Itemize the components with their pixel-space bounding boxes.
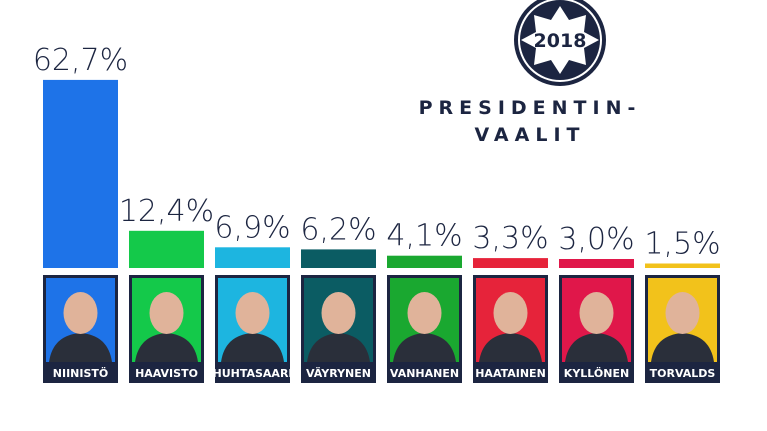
- bar: [645, 263, 720, 268]
- value-label: 12,4%: [119, 194, 214, 229]
- category-label: VÄYRYNEN: [306, 366, 371, 380]
- name-strip: [473, 362, 548, 383]
- category-label: HAAVISTO: [135, 367, 198, 380]
- value-label: 3,0%: [558, 222, 634, 257]
- category-label: KYLLÖNEN: [564, 366, 629, 380]
- logo-ring: [518, 0, 602, 82]
- title-line: VAALIT: [475, 124, 586, 146]
- name-strip: [301, 362, 376, 383]
- bar: [43, 79, 118, 269]
- value-label: 62,7%: [33, 43, 128, 78]
- name-strip: [559, 362, 634, 383]
- portrait-head: [407, 292, 442, 334]
- category-label: NIINISTÖ: [53, 366, 108, 380]
- name-strip: [387, 362, 462, 383]
- value-label: 4,1%: [386, 219, 462, 254]
- portrait-body: [651, 333, 714, 362]
- bar: [129, 230, 204, 268]
- portrait-body: [565, 333, 628, 362]
- portrait-head: [63, 292, 98, 334]
- value-label: 6,2%: [300, 212, 376, 247]
- name-strip: [215, 362, 290, 383]
- portrait-body: [135, 333, 198, 362]
- category-label: TORVALDS: [650, 367, 716, 380]
- portrait-head: [321, 292, 356, 334]
- title-line: PRESIDENTIN-: [419, 97, 642, 119]
- portrait-body: [307, 333, 370, 362]
- portrait-head: [665, 292, 700, 334]
- category-label: HAATAINEN: [475, 367, 546, 380]
- category-label: HUHTASAARI: [212, 367, 292, 380]
- bar: [387, 255, 462, 268]
- portrait-head: [235, 292, 270, 334]
- value-label: 6,9%: [214, 210, 290, 245]
- portrait-body: [479, 333, 542, 362]
- bar: [215, 247, 290, 268]
- name-strip: [645, 362, 720, 383]
- logo-star: [521, 6, 599, 74]
- logo: 2018: [514, 0, 606, 86]
- bar: [301, 249, 376, 268]
- category-label: VANHANEN: [390, 367, 459, 380]
- name-strip: [129, 362, 204, 383]
- portrait-body: [49, 333, 112, 362]
- bar: [559, 259, 634, 268]
- portrait-head: [493, 292, 528, 334]
- bar: [473, 258, 548, 268]
- value-label: 1,5%: [644, 227, 720, 262]
- name-strip: [43, 362, 118, 383]
- logo-year: 2018: [534, 30, 587, 52]
- portrait-body: [221, 333, 284, 362]
- portrait-body: [393, 333, 456, 362]
- portrait-head: [579, 292, 614, 334]
- value-label: 3,3%: [472, 221, 548, 256]
- portrait-head: [149, 292, 184, 334]
